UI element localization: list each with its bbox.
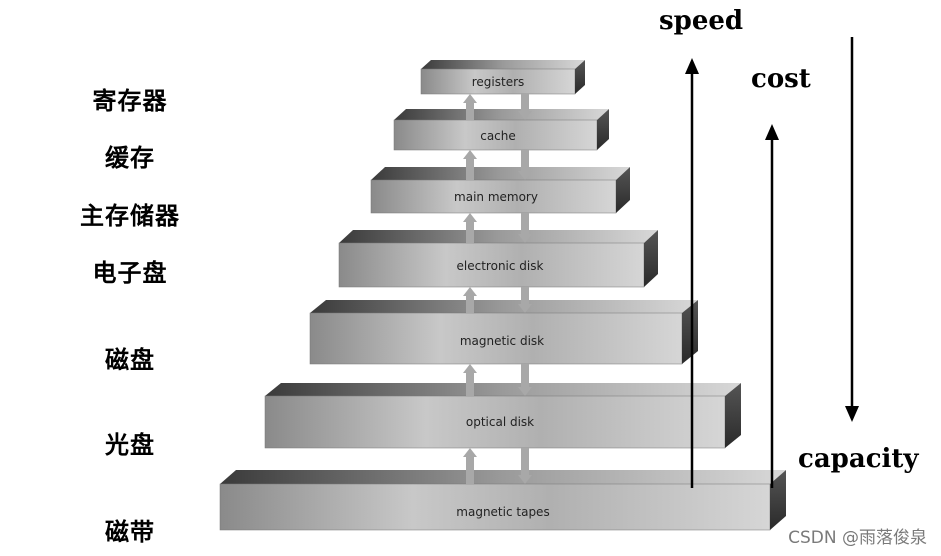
arrow-down	[518, 94, 532, 120]
level-block-cache	[393, 109, 609, 151]
cn-label-magnetic-tapes: 磁带	[105, 517, 155, 546]
level-label: optical disk	[466, 415, 534, 429]
cn-label-electronic-disk: 电子盘	[92, 258, 168, 287]
level-label: registers	[472, 75, 525, 89]
arrow-down	[518, 364, 532, 396]
level-block-registers	[420, 60, 585, 95]
cn-label-cache: 缓存	[105, 143, 155, 172]
watermark: CSDN @雨落俊泉	[788, 528, 927, 548]
cn-label-main-memory: 主存储器	[80, 201, 180, 230]
level-block-magnetic-tapes	[219, 470, 786, 531]
speed-label: speed	[659, 6, 744, 36]
arrow-up	[463, 213, 477, 243]
level-label: magnetic tapes	[456, 505, 549, 519]
cost-arrow-head	[765, 124, 779, 140]
arrow-up	[463, 364, 477, 396]
arrow-down	[518, 150, 532, 180]
arrow-up	[463, 287, 477, 313]
arrow-down	[518, 213, 532, 243]
transfer-arrows	[463, 94, 532, 484]
cn-label-optical-disk: 光盘	[105, 430, 155, 459]
capacity-arrow-head	[845, 406, 859, 422]
speed-arrow-head	[685, 58, 699, 74]
level-block-electronic-disk	[338, 230, 658, 288]
level-label: main memory	[454, 190, 538, 204]
arrow-up	[463, 150, 477, 180]
arrow-up	[463, 448, 477, 484]
cost-label: cost	[751, 64, 811, 94]
capacity-label: capacity	[798, 444, 919, 474]
level-block-magnetic-disk	[309, 300, 698, 365]
level-label: magnetic disk	[460, 334, 544, 348]
level-block-main-memory	[370, 167, 630, 214]
level-label: electronic disk	[457, 259, 544, 273]
arrow-down	[518, 287, 532, 313]
level-label: cache	[480, 129, 516, 143]
cn-label-magnetic-disk: 磁盘	[105, 345, 155, 374]
cn-label-registers: 寄存器	[92, 86, 168, 115]
level-block-optical-disk	[264, 383, 741, 449]
arrow-up	[463, 94, 477, 120]
arrow-down	[518, 448, 532, 484]
